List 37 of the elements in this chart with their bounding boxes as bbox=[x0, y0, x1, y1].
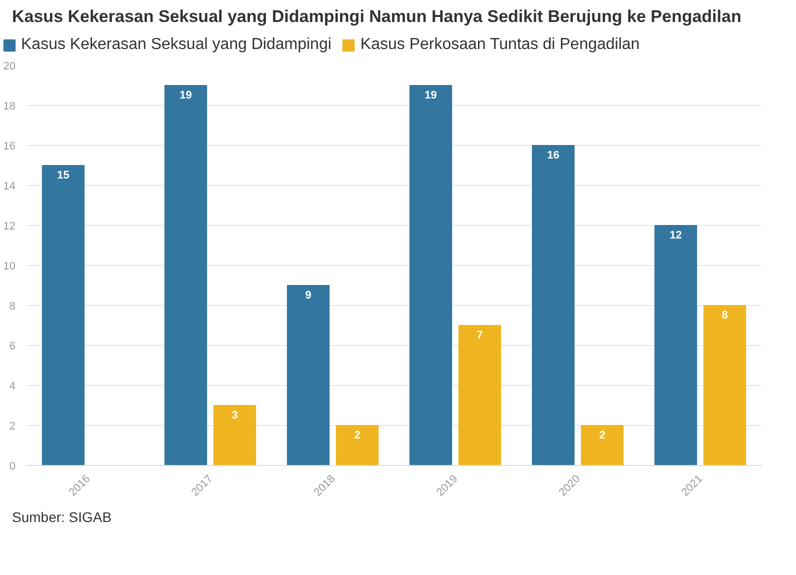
bar bbox=[580, 425, 624, 466]
data-label: 15 bbox=[57, 170, 70, 182]
bar bbox=[458, 325, 502, 466]
data-label: 2 bbox=[599, 430, 606, 442]
bar bbox=[286, 285, 330, 466]
y-tick-label: 12 bbox=[3, 220, 16, 233]
bar bbox=[213, 405, 256, 466]
data-label: 19 bbox=[424, 90, 437, 102]
data-label: 8 bbox=[722, 310, 728, 322]
bar bbox=[42, 165, 85, 466]
legend-label: Kasus Kekerasan Seksual yang Didampingi bbox=[21, 36, 332, 54]
bar bbox=[164, 85, 208, 466]
bar bbox=[336, 425, 379, 466]
bar bbox=[654, 225, 698, 466]
chart-title: Kasus Kekerasan Seksual yang Didampingi Namun Hanya Sedikit Berujung ke Pengadilan bbox=[12, 6, 742, 28]
y-tick-label: 2 bbox=[9, 420, 16, 433]
y-tick-label: 20 bbox=[3, 60, 16, 73]
legend-label: Kasus Perkosaan Tuntas di Pengadilan bbox=[360, 36, 640, 54]
bar bbox=[409, 85, 452, 466]
data-label: 19 bbox=[180, 90, 192, 102]
data-label: 7 bbox=[476, 330, 483, 342]
y-tick-label: 4 bbox=[9, 380, 16, 393]
data-label: 16 bbox=[547, 150, 560, 162]
data-label: 2 bbox=[354, 430, 360, 442]
y-tick-label: 8 bbox=[9, 300, 16, 313]
text: Sumber: SIGAB bbox=[12, 508, 112, 528]
y-tick-label: 14 bbox=[3, 180, 16, 193]
bar bbox=[703, 305, 746, 466]
y-tick-label: 18 bbox=[3, 100, 16, 113]
data-label: 9 bbox=[305, 290, 312, 302]
bar bbox=[532, 145, 575, 466]
data-label: 3 bbox=[232, 410, 238, 422]
y-tick-label: 10 bbox=[3, 260, 16, 273]
data-label: 12 bbox=[670, 230, 682, 242]
y-tick-label: 16 bbox=[3, 140, 16, 153]
y-tick-label: 6 bbox=[9, 340, 16, 353]
y-tick-label: 0 bbox=[9, 460, 16, 473]
